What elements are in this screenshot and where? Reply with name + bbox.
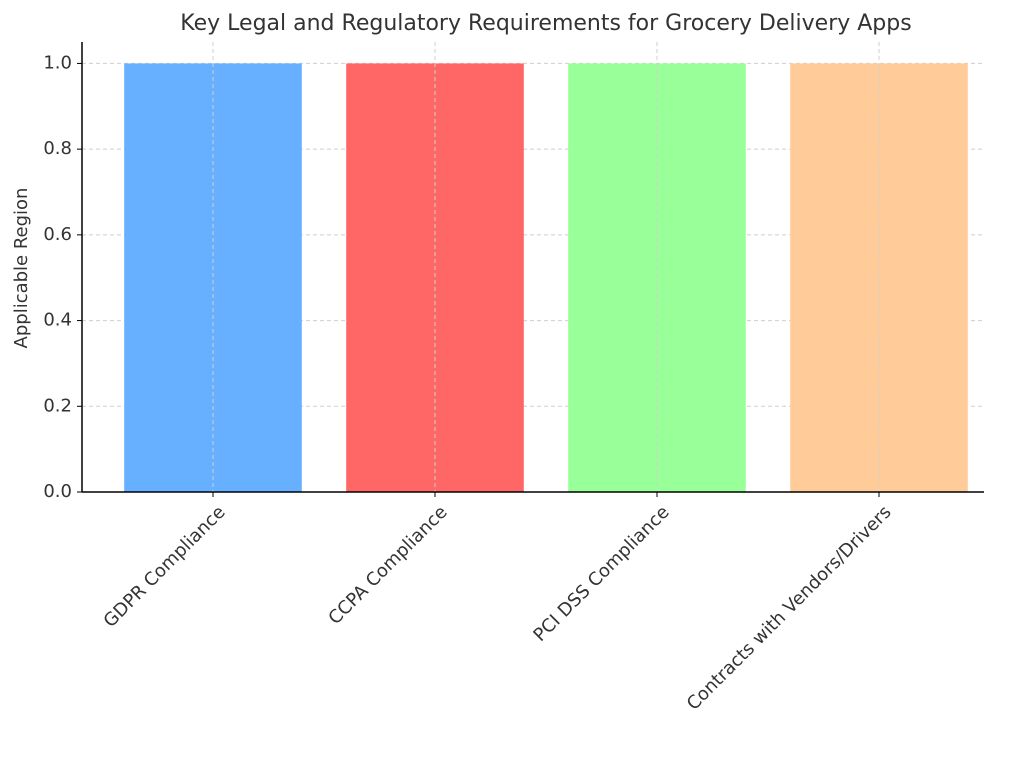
chart-title: Key Legal and Regulatory Requirements fo… <box>180 11 911 36</box>
y-tick-label: 0.8 <box>43 138 72 159</box>
y-tick-label: 0.4 <box>43 310 72 331</box>
x-tick-label: CCPA Compliance <box>324 502 451 629</box>
x-tick-label: PCI DSS Compliance <box>529 502 673 646</box>
x-tick-label: GDPR Compliance <box>100 502 230 632</box>
y-axis-label: Applicable Region <box>11 188 32 349</box>
y-tick-label: 0.2 <box>43 395 72 416</box>
x-tick-label: Contracts with Vendors/Drivers <box>683 502 896 715</box>
y-tick-label: 1.0 <box>43 52 72 73</box>
y-tick-label: 0.6 <box>43 224 72 245</box>
y-tick-label: 0.0 <box>43 481 72 502</box>
